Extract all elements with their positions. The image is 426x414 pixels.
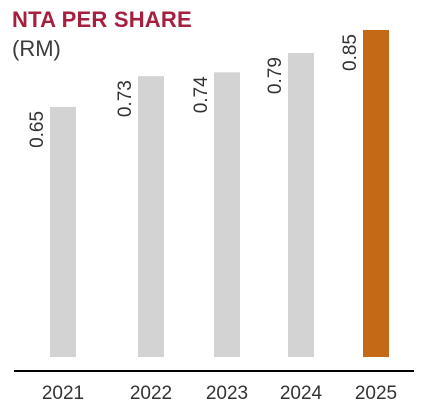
- bar-2024: [288, 53, 314, 358]
- category-label-2024: 2024: [280, 383, 323, 404]
- data-label-2025: 0.85: [340, 34, 361, 71]
- data-label-2021: 0.65: [27, 111, 48, 148]
- category-label-2023: 2023: [206, 383, 248, 404]
- data-label-2022: 0.73: [115, 80, 136, 117]
- bar-2025: [363, 30, 389, 357]
- data-label-2024: 0.79: [265, 57, 286, 94]
- bar-2021: [50, 106, 76, 357]
- chart-title: NTA PER SHARE: [12, 7, 192, 32]
- bar-2023: [214, 72, 240, 357]
- category-label-2025: 2025: [355, 383, 397, 404]
- category-label-2022: 2022: [130, 383, 172, 404]
- bar-2022: [138, 76, 164, 357]
- data-label-2023: 0.74: [191, 76, 212, 113]
- chart-subtitle: (RM): [12, 36, 61, 61]
- category-label-2021: 2021: [42, 383, 84, 404]
